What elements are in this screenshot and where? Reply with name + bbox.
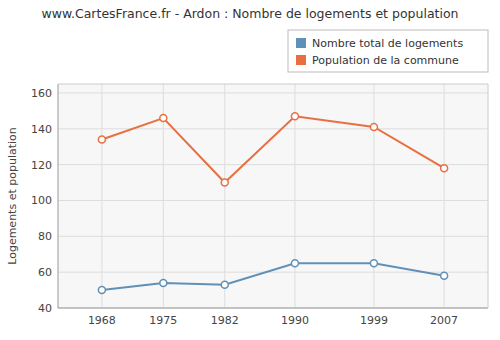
x-tick-label: 1999 xyxy=(360,314,388,327)
grid-line xyxy=(58,308,488,309)
chart-container: 40 60 80 100 120 140 160 1968 1975 1982 1990 1999 20… xyxy=(0,0,500,340)
y-tick-label: 60 xyxy=(38,266,52,279)
grid-line xyxy=(224,84,225,308)
y-axis-label: Logements et population xyxy=(6,127,19,265)
series-point xyxy=(98,136,105,143)
series-line xyxy=(102,263,444,290)
y-tick-label: 80 xyxy=(38,230,52,243)
grid-line xyxy=(58,92,488,93)
y-tick-label: 160 xyxy=(31,87,52,100)
series-point xyxy=(160,279,167,286)
legend-label: Nombre total de logements xyxy=(312,37,463,50)
plot-area xyxy=(58,84,488,308)
legend: Nombre total de logements Population de l… xyxy=(288,30,488,72)
grid-line xyxy=(101,84,102,308)
y-axis xyxy=(58,84,59,308)
chart-title: www.CartesFrance.fr - Ardon : Nombre de … xyxy=(41,6,458,21)
y-tick-label: 100 xyxy=(31,194,52,207)
series-point xyxy=(370,124,377,131)
series-point xyxy=(441,165,448,172)
series-group xyxy=(98,113,447,294)
legend-label: Population de la commune xyxy=(312,54,459,67)
x-axis xyxy=(58,308,488,309)
series-point xyxy=(370,260,377,267)
series-point xyxy=(98,287,105,294)
series-point xyxy=(221,179,228,186)
series-point xyxy=(441,272,448,279)
plot-frame xyxy=(488,84,489,308)
y-tick-label: 120 xyxy=(31,159,52,172)
series-point xyxy=(291,260,298,267)
grid-line xyxy=(58,236,488,237)
plot-frame xyxy=(58,84,488,85)
y-tick-label: 40 xyxy=(38,302,52,315)
grid-line xyxy=(58,128,488,129)
chart: 40 60 80 100 120 140 160 1968 1975 1982 1990 1999 20… xyxy=(0,0,500,340)
grid-line xyxy=(58,164,488,165)
series-line xyxy=(102,116,444,182)
x-tick-label: 1968 xyxy=(88,314,116,327)
x-tick-label: 1982 xyxy=(211,314,239,327)
x-tick-label: 1990 xyxy=(281,314,309,327)
ticks: 40 60 80 100 120 140 160 1968 1975 1982 1990 1999 20… xyxy=(31,87,458,327)
x-tick-label: 2007 xyxy=(430,314,458,327)
legend-swatch xyxy=(296,38,306,48)
series-point xyxy=(291,113,298,120)
grid-line xyxy=(58,200,488,201)
legend-box xyxy=(288,30,488,72)
series-point xyxy=(160,115,167,122)
grid-line xyxy=(373,84,374,308)
legend-swatch xyxy=(296,55,306,65)
y-tick-label: 140 xyxy=(31,123,52,136)
grid xyxy=(58,84,488,308)
series-point xyxy=(221,281,228,288)
x-tick-label: 1975 xyxy=(149,314,177,327)
